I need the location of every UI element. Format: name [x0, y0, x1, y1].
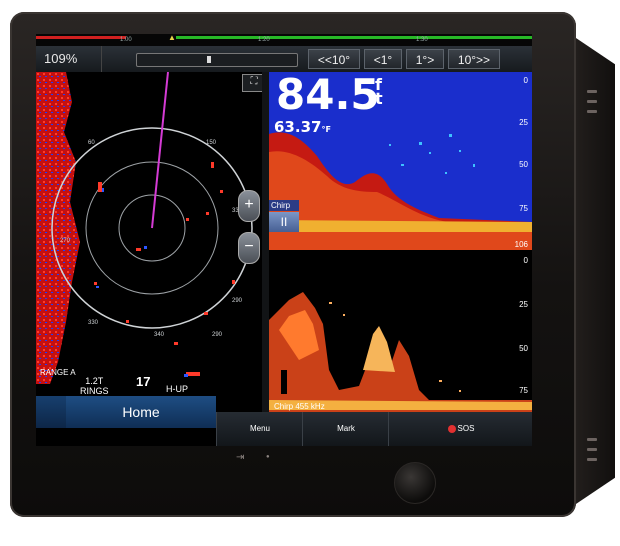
- power-login-icon[interactable]: ⇥: [236, 452, 245, 463]
- svg-text:270: 270: [60, 238, 71, 244]
- radar-zoom-in-button[interactable]: +: [238, 190, 260, 222]
- strip-tick: 1:00: [120, 37, 132, 43]
- depth-scale-top: 75: [519, 204, 528, 213]
- zoom-level[interactable]: 109%: [36, 46, 102, 72]
- depth-scale-top: 50: [519, 160, 528, 169]
- rings-label: RINGS: [80, 386, 109, 396]
- rings-readout: 1.2T RINGS: [80, 376, 109, 396]
- depth-unit-top: f: [375, 75, 382, 94]
- sos-icon: [447, 424, 456, 433]
- menu-button[interactable]: Menu: [216, 412, 303, 446]
- depth-scale-bottom: 0: [523, 256, 528, 265]
- home-button[interactable]: Home: [66, 396, 216, 428]
- pane-divider[interactable]: [262, 72, 269, 432]
- heading-mode-label: H-UP: [166, 384, 188, 394]
- depth-scale-top: 106: [514, 240, 528, 249]
- svg-text:290: 290: [232, 298, 243, 304]
- svg-text:60: 60: [88, 140, 95, 146]
- back-10-button[interactable]: <<10°: [308, 49, 360, 69]
- compass-strip: ▲ 1:00 1:20 1:30: [36, 34, 532, 46]
- heading-line: [151, 72, 169, 229]
- mark-button[interactable]: Mark: [302, 412, 389, 446]
- clearvu-sonar-pane[interactable]: [269, 250, 532, 432]
- svg-text:340: 340: [154, 332, 165, 338]
- home-wing: [36, 396, 66, 428]
- radar-pane[interactable]: 60 150 330 290 330 340 290 270 + − RANGE A: [36, 72, 262, 384]
- history-slider[interactable]: [136, 53, 298, 67]
- radar-display: 60 150 330 290 330 340 290 270: [36, 72, 253, 384]
- light-sensor-icon: ●: [266, 454, 270, 460]
- rings-value: 1.2T: [85, 376, 104, 386]
- starboard-indicator: [176, 36, 532, 39]
- vent-slot: [587, 100, 597, 103]
- display-screen: ▲ 1:00 1:20 1:30 109% <<10° <1° 1°> 10°>…: [36, 34, 532, 446]
- strip-tick: 1:20: [258, 37, 270, 43]
- device-side-panel: [573, 36, 615, 506]
- depth-scale-top: 25: [519, 118, 528, 127]
- chirp-label: Chirp: [269, 200, 299, 211]
- vent-slot: [587, 458, 597, 461]
- forward-10-button[interactable]: 10°>>: [448, 49, 500, 69]
- radar-zoom-out-button[interactable]: −: [238, 232, 260, 264]
- sos-button[interactable]: SOS: [388, 412, 532, 446]
- power-knob[interactable]: [394, 462, 436, 504]
- vent-slot: [587, 90, 597, 93]
- depth-scale-bottom: 50: [519, 344, 528, 353]
- vent-slot: [587, 110, 597, 113]
- forward-1-button[interactable]: 1°>: [406, 49, 444, 69]
- softkey-bar: Home Menu Mark SOS: [36, 392, 532, 446]
- expand-icon[interactable]: ⛶: [242, 74, 266, 92]
- depth-scale-top: 0: [523, 76, 528, 85]
- back-1-button[interactable]: <1°: [364, 49, 402, 69]
- svg-text:290: 290: [212, 332, 223, 338]
- downscan-returns: [269, 292, 532, 432]
- depth-unit: f t: [375, 75, 385, 108]
- depth-readout: 84.5: [276, 70, 380, 119]
- radar-range-label: RANGE A: [40, 368, 76, 377]
- port-indicator: [36, 36, 126, 39]
- depth-scale-bottom: 75: [519, 386, 528, 395]
- pause-button[interactable]: II: [269, 212, 299, 232]
- sonar-returns: [269, 132, 532, 250]
- svg-text:150: 150: [206, 140, 217, 146]
- depth-unit-bottom: t: [375, 89, 383, 108]
- chirp-frequency-label: Chirp 455 kHz: [274, 402, 325, 411]
- depth-scale-bottom: 25: [519, 300, 528, 309]
- slider-handle[interactable]: [207, 56, 211, 63]
- svg-text:330: 330: [88, 320, 99, 326]
- svg-text:330: 330: [232, 208, 243, 214]
- water-temperature: 63.37°F: [274, 118, 331, 136]
- heading-marker-icon: ▲: [168, 34, 176, 42]
- land-clutter: [36, 72, 80, 384]
- vent-slot: [587, 438, 597, 441]
- temperature-value: 63.37: [274, 118, 322, 136]
- sos-label: SOS: [457, 424, 475, 433]
- top-toolbar: 109% <<10° <1° 1°> 10°>>: [36, 46, 532, 72]
- heading-value: 17: [136, 374, 151, 389]
- vent-slot: [587, 448, 597, 451]
- traditional-sonar-pane[interactable]: [269, 72, 532, 250]
- temperature-unit: °F: [321, 125, 331, 134]
- strip-tick: 1:30: [416, 37, 428, 43]
